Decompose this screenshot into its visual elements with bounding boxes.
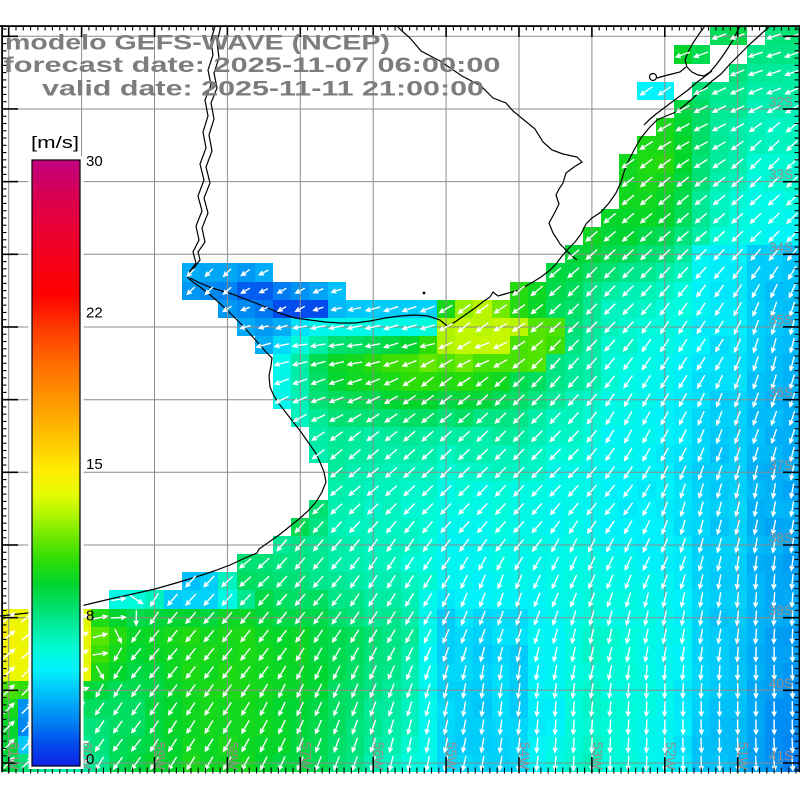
svg-text:34S: 34S <box>769 240 793 255</box>
svg-text:39S: 39S <box>769 603 793 618</box>
svg-text:[m/s]: [m/s] <box>31 134 79 152</box>
svg-text:33S: 33S <box>769 167 793 182</box>
svg-text:0: 0 <box>86 751 94 768</box>
svg-text:modelo GEFS-WAVE (NCEP): modelo GEFS-WAVE (NCEP) <box>5 31 390 55</box>
svg-text:58W: 58W <box>225 742 240 770</box>
svg-text:41S: 41S <box>769 749 793 764</box>
svg-text:35S: 35S <box>769 313 793 328</box>
svg-text:37S: 37S <box>769 458 793 473</box>
svg-text:30: 30 <box>86 153 103 170</box>
svg-text:57W: 57W <box>298 742 313 770</box>
svg-text:55W: 55W <box>444 742 459 770</box>
svg-text:38S: 38S <box>769 531 793 546</box>
svg-text:61W: 61W <box>7 742 22 770</box>
svg-text:22: 22 <box>86 305 103 322</box>
svg-text:15: 15 <box>86 456 103 473</box>
svg-text:40S: 40S <box>769 676 793 691</box>
svg-text:36S: 36S <box>769 385 793 400</box>
svg-text:52W: 52W <box>663 742 678 770</box>
svg-text:32S: 32S <box>769 95 793 110</box>
svg-text:51W: 51W <box>736 742 751 770</box>
svg-text:8: 8 <box>86 608 94 625</box>
svg-text:59W: 59W <box>153 742 168 770</box>
svg-text:54W: 54W <box>517 742 532 770</box>
svg-text:forecast date: 2025-11-07 06:0: forecast date: 2025-11-07 06:00:00 <box>4 53 501 77</box>
svg-text:53W: 53W <box>590 742 605 770</box>
svg-text:56W: 56W <box>371 742 386 770</box>
svg-text:valid date: 2025-11-11 21:00:0: valid date: 2025-11-11 21:00:00 <box>42 77 484 101</box>
